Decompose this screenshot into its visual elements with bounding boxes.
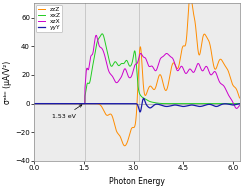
xzX [234,107,237,109]
Legend: zzZ, xxZ, xzX, yyY: zzZ, xxZ, xzX, yyY [36,5,62,32]
xxZ [121,62,123,65]
xxZ [101,33,104,35]
xxZ [234,102,237,105]
yyY [212,105,215,107]
Line: yyY: yyY [34,98,240,112]
xzX [68,102,71,105]
Y-axis label: σᵃᵇᶜ (μA/V²): σᵃᵇᶜ (μA/V²) [3,60,12,104]
xzX [33,102,36,105]
yyY [234,104,237,106]
zzZ [68,102,71,105]
xzX [95,34,98,36]
zzZ [33,102,36,105]
xzX [235,107,238,110]
yyY [120,102,123,105]
Line: xxZ: xxZ [34,34,240,104]
xxZ [238,102,241,105]
yyY [112,102,114,105]
Line: zzZ: zzZ [34,0,240,146]
xxZ [56,102,59,105]
zzZ [238,97,241,99]
zzZ [112,117,114,119]
yyY [139,111,142,113]
zzZ [56,102,59,105]
zzZ [123,145,126,147]
Line: xzX: xzX [34,35,240,108]
xzX [121,74,123,77]
xxZ [33,102,36,105]
yyY [238,103,241,105]
zzZ [212,64,215,66]
xzX [238,104,241,107]
xzX [56,102,59,105]
X-axis label: Photon Energy: Photon Energy [109,177,165,186]
zzZ [120,140,123,142]
xxZ [68,102,71,105]
xxZ [212,102,215,105]
xzX [212,71,215,74]
yyY [33,102,36,105]
xxZ [112,64,114,66]
yyY [142,97,145,100]
xzX [112,76,114,78]
yyY [56,102,59,105]
Text: 1.53 eV: 1.53 eV [52,105,82,119]
yyY [68,102,71,105]
zzZ [234,87,237,89]
